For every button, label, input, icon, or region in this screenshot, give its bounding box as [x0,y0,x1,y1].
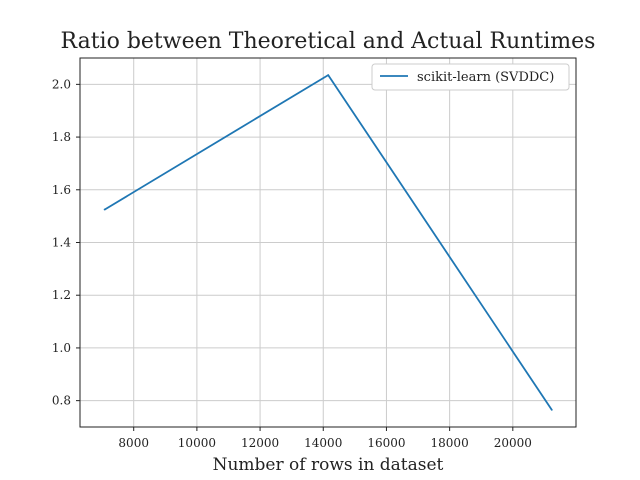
x-axis: 8000 10000 12000 14000 16000 18000 20000 [118,427,532,450]
data-point [550,408,553,411]
x-tick-label: 12000 [241,436,279,450]
x-tick-label: 20000 [494,436,532,450]
x-tick-label: 14000 [304,436,342,450]
legend-box [371,63,570,91]
series-layer [103,74,553,411]
y-tick-label: 1.8 [52,130,71,144]
x-tick-label: 8000 [118,436,149,450]
grid [80,58,576,427]
chart-title: Ratio between Theoretical and Actual Run… [61,29,596,54]
x-tick-label: 18000 [431,436,469,450]
x-axis-label: Number of rows in dataset [213,455,444,475]
legend: scikit-learn (SVDDC) [371,63,570,91]
data-point [327,74,330,77]
x-tick-label: 10000 [178,436,216,450]
y-tick-label: 1.6 [52,183,71,197]
y-tick-label: 1.0 [52,341,71,355]
x-tick-label: 16000 [367,436,405,450]
legend-label: scikit-learn (SVDDC) [417,70,554,85]
y-axis: 0.8 1.0 1.2 1.4 1.6 1.8 2.0 [52,77,80,408]
y-tick-label: 1.4 [52,236,71,250]
data-point [103,208,106,211]
y-tick-label: 2.0 [52,77,71,91]
y-tick-label: 0.8 [52,394,71,408]
y-tick-label: 1.2 [52,288,71,302]
